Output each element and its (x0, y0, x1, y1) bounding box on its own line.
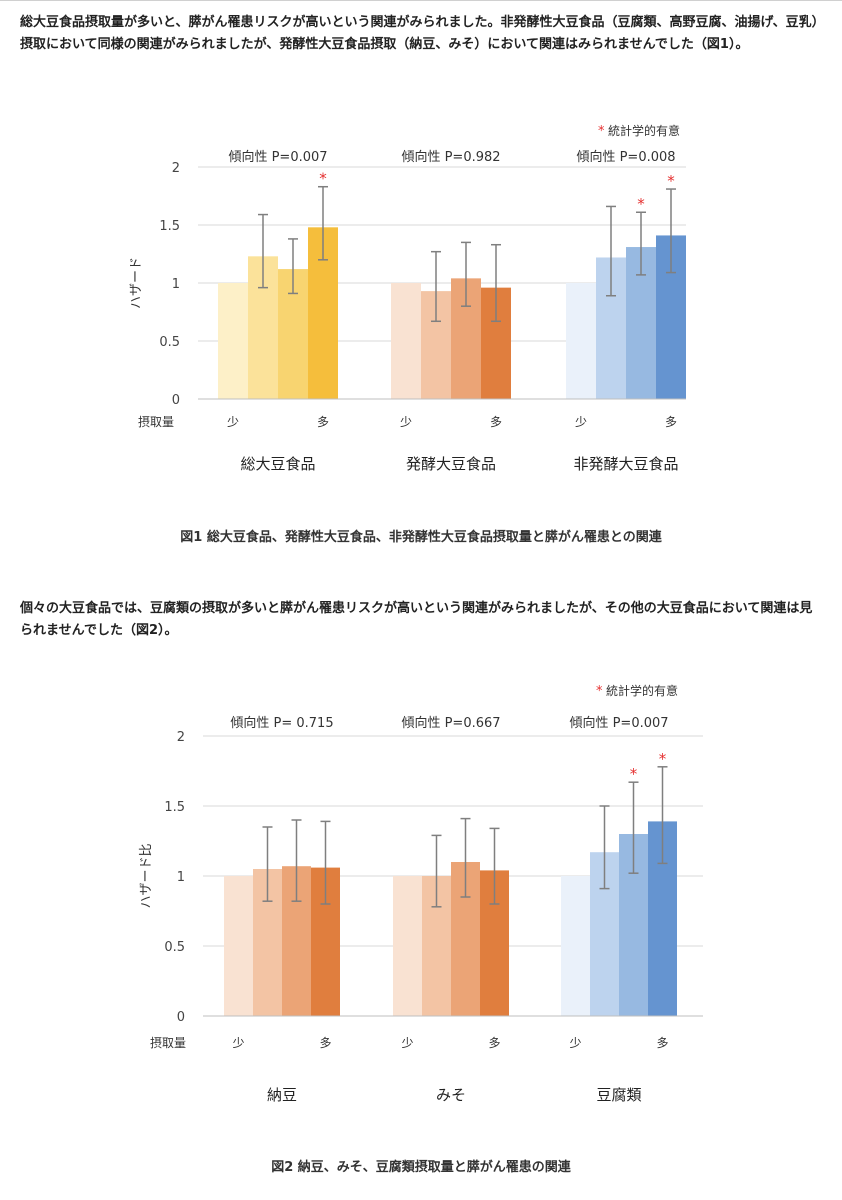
fig2-intake-label: 摂取量 (150, 1035, 186, 1050)
fig2-high-label: 多 (656, 1036, 668, 1050)
paragraph-intro: 総大豆食品摂取量が多いと、膵がん罹患リスクが高いという関連がみられました。非発酵… (20, 15, 819, 52)
fig2-low-label: 少 (401, 1036, 413, 1050)
fig2-bar (224, 876, 253, 1016)
fig2-legend-star: * (596, 684, 603, 699)
fig2-bar (393, 876, 422, 1016)
fig1-bar (566, 283, 596, 399)
fig2-low-label: 少 (232, 1036, 244, 1050)
fig1-trend-label: 傾向性 P=0.007 (228, 149, 327, 165)
fig2-category-label: 納豆 (267, 1086, 297, 1104)
fig2-y-axis-label: ハザード比 (139, 843, 154, 908)
fig2-y-tick-label: 0 (177, 1010, 185, 1025)
fig1-significance-star: * (319, 170, 327, 188)
figure2-caption: 図2 納豆、みそ、豆腐類摂取量と膵がん罹患の関連 (271, 1160, 571, 1175)
figure1-caption: 図1 総大豆食品、発酵性大豆食品、非発酵性大豆食品摂取量と膵がん罹患との関連 (180, 530, 662, 545)
fig2-y-tick-label: 1.5 (164, 800, 185, 815)
fig1-intake-label: 摂取量 (138, 414, 174, 429)
fig2-bar (561, 876, 590, 1016)
fig1-low-label: 少 (227, 415, 239, 429)
fig1-bar (218, 283, 248, 399)
fig2-trend-label: 傾向性 P= 0.715 (230, 715, 333, 731)
fig1-low-label: 少 (575, 415, 587, 429)
fig1-bar (391, 283, 421, 399)
fig2-low-label: 少 (569, 1036, 581, 1050)
fig1-trend-label: 傾向性 P=0.982 (401, 149, 500, 165)
fig1-y-tick-label: 2 (172, 161, 180, 176)
fig2-significance-star: * (630, 765, 638, 783)
fig1-category-label: 発酵大豆食品 (406, 455, 496, 473)
fig1-y-tick-label: 1.5 (159, 219, 180, 234)
fig1-high-label: 多 (665, 415, 677, 429)
paragraph-individual-foods: 個々の大豆食品では、豆腐類の摂取が多いと膵がん罹患リスクが高いという関連がみられ… (20, 601, 813, 638)
fig1-significance-star: * (637, 195, 645, 213)
fig2-high-label: 多 (319, 1036, 331, 1050)
fig1-high-label: 多 (317, 415, 329, 429)
fig1-category-label: 非発酵大豆食品 (573, 455, 678, 473)
fig2-trend-label: 傾向性 P=0.007 (569, 715, 668, 731)
fig2-significance-star: * (659, 750, 667, 768)
fig1-y-tick-label: 0 (172, 393, 180, 408)
fig1-trend-label: 傾向性 P=0.008 (576, 149, 675, 165)
fig1-high-label: 多 (490, 415, 502, 429)
fig1-legend-star: * (598, 124, 605, 139)
fig1-significance-star: * (667, 172, 675, 190)
fig2-y-tick-label: 2 (177, 730, 185, 745)
fig2-category-label: 豆腐類 (596, 1086, 641, 1104)
fig2-legend-label: 統計学的有意 (606, 683, 678, 698)
fig1-category-label: 総大豆食品 (240, 455, 315, 473)
fig1-low-label: 少 (400, 415, 412, 429)
fig2-category-label: みそ (436, 1086, 466, 1104)
fig1-legend-label: 統計学的有意 (608, 123, 680, 138)
fig1-y-axis-label: ハザード (129, 257, 144, 309)
fig2-high-label: 多 (488, 1036, 500, 1050)
fig2-y-tick-label: 1 (177, 870, 185, 885)
top-border (0, 0, 842, 1)
fig2-trend-label: 傾向性 P=0.667 (401, 715, 500, 731)
fig2-y-tick-label: 0.5 (164, 940, 185, 955)
fig1-y-tick-label: 0.5 (159, 335, 180, 350)
fig1-y-tick-label: 1 (172, 277, 180, 292)
